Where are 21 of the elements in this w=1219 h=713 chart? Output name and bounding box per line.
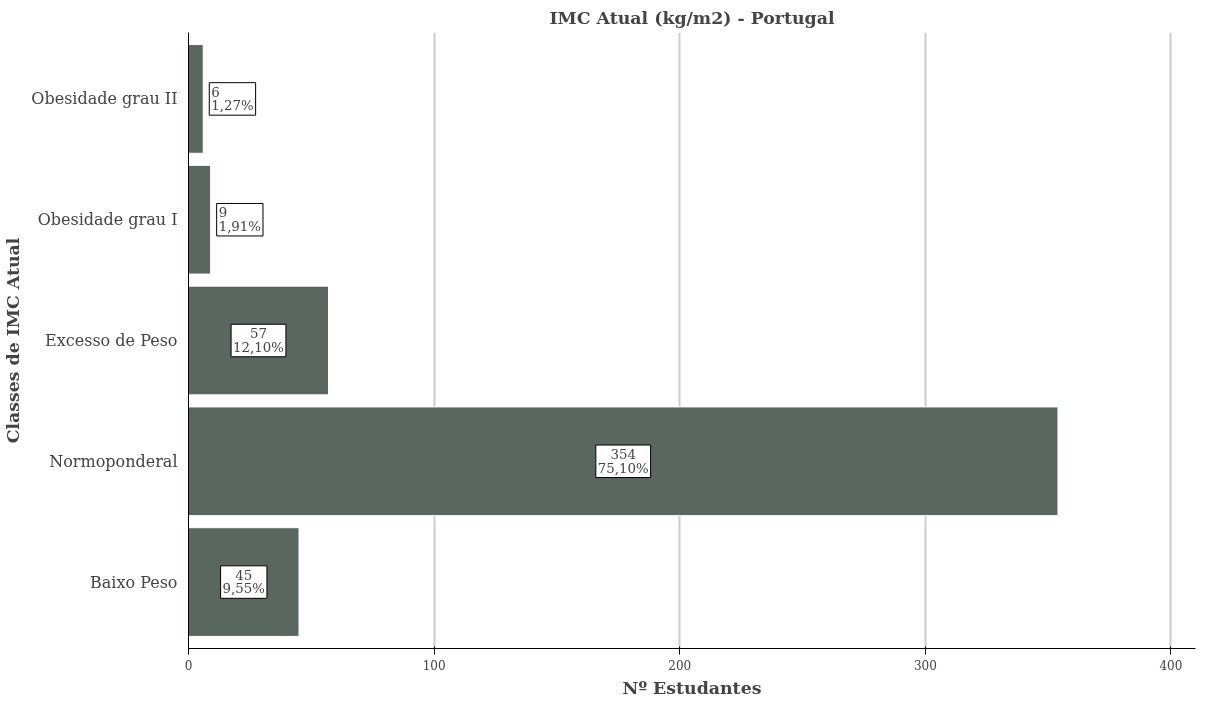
- data-label: 45 9,55%: [222, 567, 265, 597]
- x-axis-title: Nº Estudantes: [622, 677, 762, 698]
- y-tick-label: Obesidade grau II: [31, 89, 178, 109]
- y-tick-label: Obesidade grau I: [37, 210, 178, 230]
- chart-title: IMC Atual (kg/m2) - Portugal: [549, 7, 835, 28]
- x-tick-label: 200: [668, 658, 692, 673]
- y-axis-title: Classes de IMC Atual: [3, 237, 24, 444]
- bar: [188, 164, 212, 275]
- data-label: 9 1,91%: [218, 205, 261, 234]
- bar: [188, 406, 1059, 517]
- x-tick-label: 0: [184, 658, 193, 673]
- y-tick-label: Baixo Peso: [89, 572, 178, 592]
- bar: [188, 44, 204, 154]
- y-tick-label: Excesso de Peso: [45, 331, 178, 350]
- data-label: 354 75,10%: [597, 447, 649, 476]
- x-tick-label: 100: [422, 658, 446, 673]
- data-label: 57 12,10%: [233, 326, 284, 355]
- x-tick-label: 300: [913, 658, 937, 673]
- x-tick-label: 400: [1159, 658, 1183, 673]
- y-tick-label: Normoponderal: [49, 451, 178, 471]
- data-label: 6 1,27%: [211, 84, 254, 114]
